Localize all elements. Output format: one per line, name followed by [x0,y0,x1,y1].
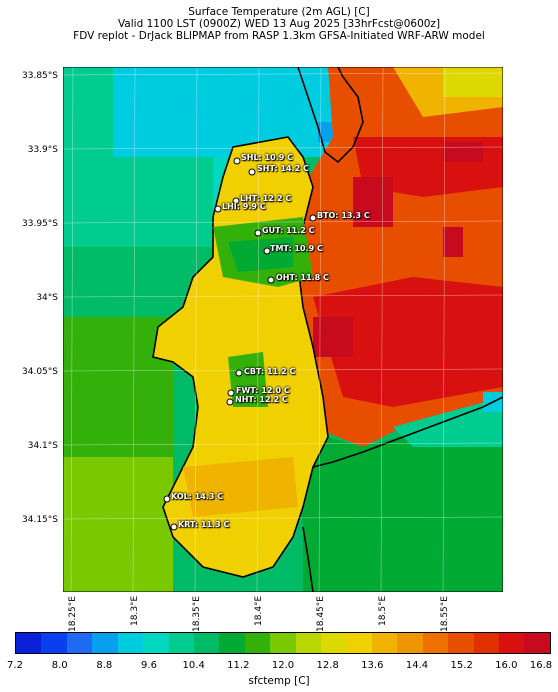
colorbar-swatch [448,633,474,653]
colorbar-swatch [16,633,42,653]
station-marker[interactable] [248,168,256,176]
station-marker[interactable] [233,157,241,165]
station-marker[interactable] [267,276,275,284]
station-marker[interactable] [163,495,171,503]
temperature-map[interactable] [63,67,503,592]
lat-label: 34.1°S [27,441,58,451]
colorbar-tick: 15.2 [450,660,473,671]
station-marker[interactable] [227,389,235,397]
station-label: NHT: 12.2 C [235,395,288,404]
station-label: OHT: 11.8 C [276,273,329,282]
coastline-south [302,526,314,592]
colorbar-swatch [397,633,423,653]
station-marker[interactable] [254,229,262,237]
colorbar-swatch [371,633,398,653]
station-label: KRT: 11.3 C [178,520,230,529]
lon-label: 18.4°E [254,595,264,626]
station-label: LHI: 9.9 C [222,202,266,211]
colorbar-tick: 16.8 [529,660,553,671]
station-label: BTO: 13.3 C [317,211,370,220]
colorbar-tick: 12.0 [271,660,295,671]
station-label: TMT: 10.9 C [270,244,323,253]
station-label: KOL: 14.3 C [171,492,224,501]
colorbar-swatch [193,633,220,653]
lat-label: 33.85°S [22,71,58,81]
lat-label: 33.95°S [22,219,58,229]
station-marker[interactable] [232,197,240,205]
station-marker[interactable] [214,205,222,213]
colorbar-tick: 11.2 [227,660,250,671]
colorbar-swatch [219,633,245,653]
lat-label: 34.15°S [22,515,58,525]
coastline-north [297,67,364,164]
colorbar-tick: 7.2 [7,660,23,671]
colorbar-swatch [41,633,67,653]
station-label: SHL: 10.9 C [241,153,293,162]
lat-label: 34°S [36,293,58,303]
ocean-south [63,457,173,592]
colorbar-tick: 8.8 [96,660,113,671]
colorbar-swatch [524,633,550,653]
colorbar-tick: 13.6 [361,660,384,671]
colorbar-tick: 16.0 [495,660,518,671]
colorbar-tick: 8.0 [51,660,68,671]
graticule [63,67,503,592]
lon-label: 18.45°E [316,596,326,632]
hot-cell-2 [313,317,353,357]
colorbar-swatch [295,633,322,653]
colorbar-tick: 9.6 [141,660,157,671]
station-label: CBT: 11.2 C [244,367,296,376]
model-info: FDV replot - DrJack BLIPMAP from RASP 1.… [73,30,485,42]
table-bay [113,67,343,157]
table-mountain-coolest [228,237,293,272]
colorbar-swatch [92,633,118,653]
colorbar-swatch [117,633,144,653]
mainland-hot-central [313,277,503,407]
colorbar-label: sfctemp [C] [248,675,310,687]
colorbar-swatch [66,633,93,653]
station-marker[interactable] [170,523,178,531]
south-peninsula-warm [183,457,298,517]
hot-cell-1 [353,177,393,227]
lon-label: 18.25°E [68,596,78,632]
lat-label: 34.05°S [22,367,58,377]
colorbar-swatch [143,633,169,653]
lat-label: 33.9°S [27,145,58,155]
lon-label: 18.3°E [130,595,140,626]
lon-label: 18.35°E [192,596,202,632]
hot-cell-4 [443,227,463,257]
station-label: GUT: 11.2 C [262,226,315,235]
lon-label: 18.55°E [440,596,450,632]
station-marker[interactable] [235,369,243,377]
station-marker[interactable] [226,398,234,406]
coastline-false-bay [312,396,503,468]
colorbar-swatch [244,633,271,653]
hot-cell-3 [443,142,483,162]
colorbar-swatch [168,633,194,653]
station-label: LHT: 12.2 C [240,194,292,203]
colorbar-swatch [473,633,500,653]
valid-time: Valid 1100 LST (0900Z) WED 13 Aug 2025 [… [117,18,441,30]
chart-title: Surface Temperature (2m AGL) [C] [188,6,370,18]
colorbar-swatch [321,633,347,653]
station-label: FWT: 12.0 C [236,386,290,395]
colorbar-swatch [422,633,449,653]
station-label: SHT: 14.2 C [257,164,309,173]
colorbar-swatch [346,633,372,653]
colorbar-tick: 14.4 [405,660,429,671]
lon-label: 18.5°E [378,595,388,626]
station-marker[interactable] [309,214,317,222]
northeast-yellow [443,67,503,97]
colorbar-swatch [499,633,525,653]
station-marker[interactable] [263,247,271,255]
colorbar-tick: 12.8 [316,660,339,671]
colorbar [15,632,551,654]
colorbar-swatch [270,633,296,653]
colorbar-tick: 10.4 [182,660,205,671]
